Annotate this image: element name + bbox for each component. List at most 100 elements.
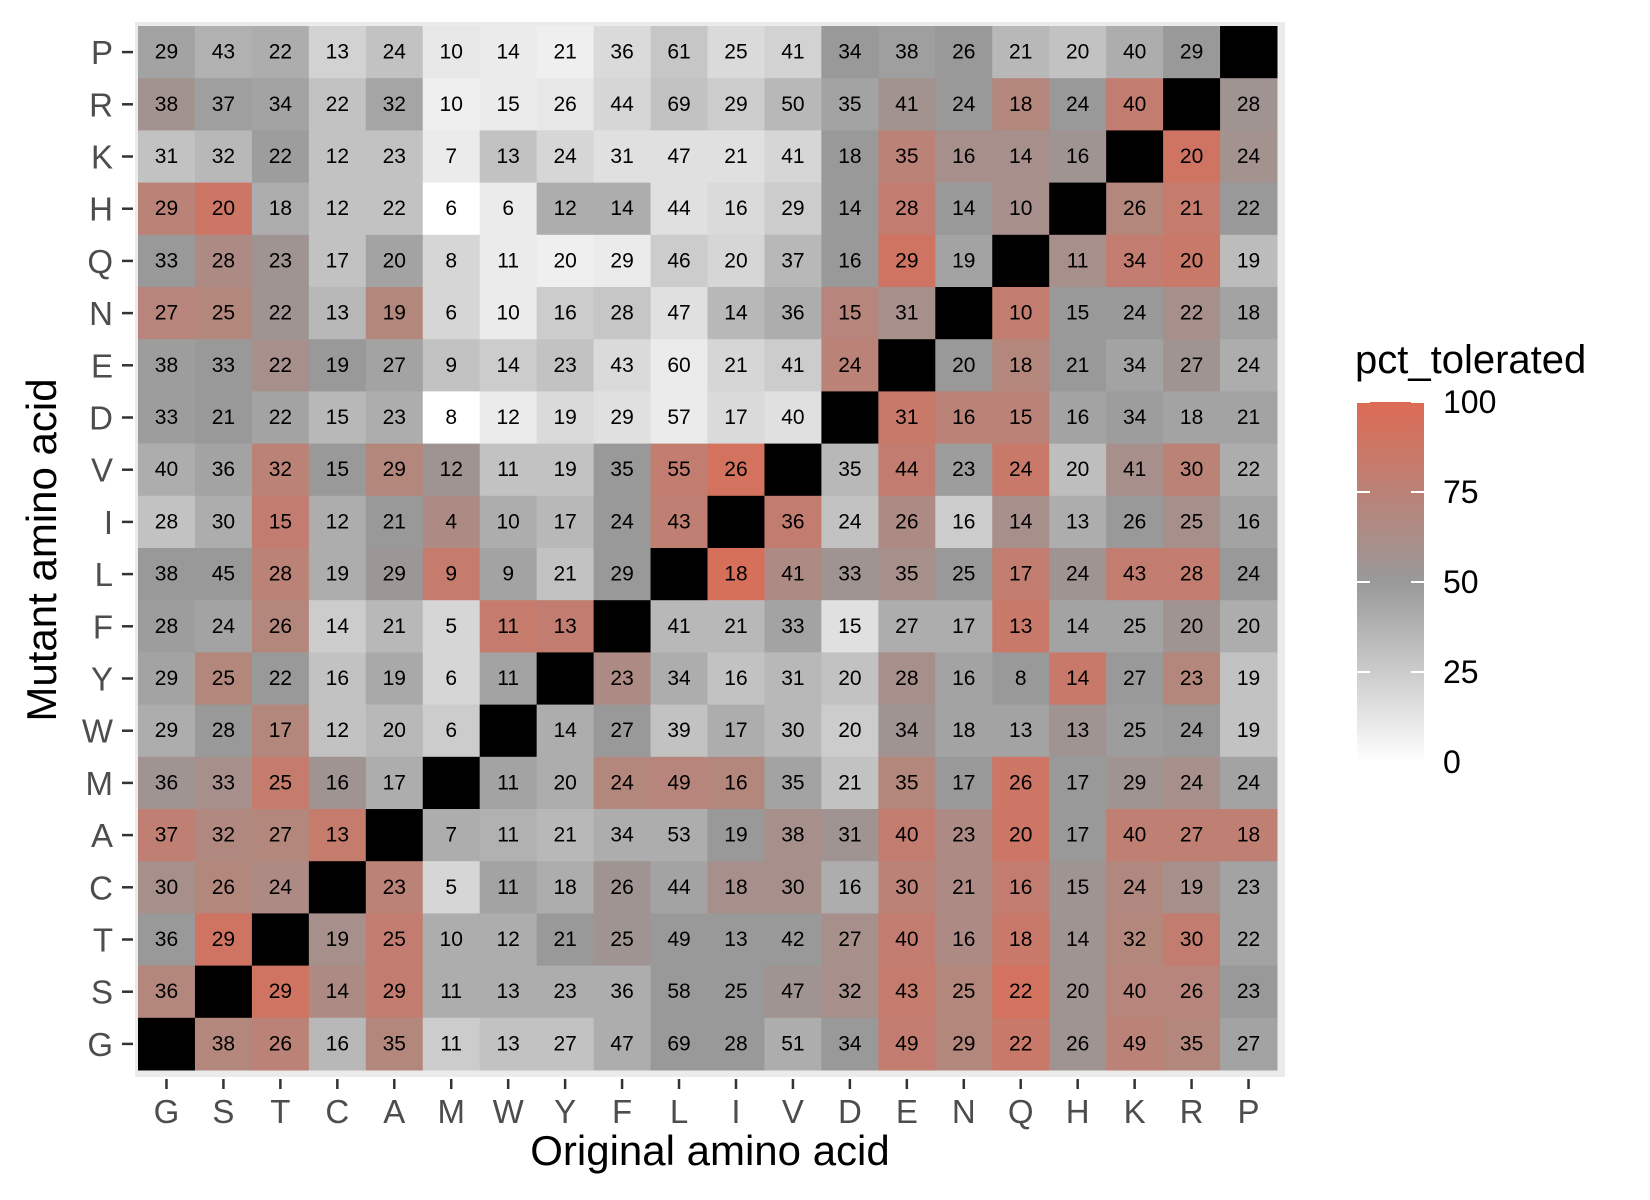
cell-value-label: 49	[1123, 1032, 1146, 1055]
heatmap-cell-W-R	[479, 78, 538, 131]
heatmap-cell-F-K	[593, 130, 652, 184]
heatmap-cell-A-C	[365, 861, 424, 914]
cell-value-label: 35	[838, 458, 861, 481]
heatmap-cell-K-N	[1106, 287, 1164, 340]
cell-value-label: 26	[952, 41, 975, 64]
heatmap-cell-M-R	[422, 78, 481, 131]
y-tick-label: M	[86, 765, 114, 802]
heatmap-cell-W-D	[479, 391, 538, 445]
cell-value-label: 21	[383, 510, 406, 533]
cell-value-label: 23	[553, 354, 576, 377]
heatmap-cell-H-R	[1049, 78, 1107, 131]
cell-value-label: 10	[440, 928, 463, 951]
cell-value-label: 19	[383, 302, 406, 325]
heatmap-cell-T-D	[251, 391, 310, 445]
cell-value-label: 13	[553, 615, 576, 638]
cell-value-label: 12	[440, 458, 463, 481]
cell-value-label: 25	[724, 980, 747, 1003]
heatmap-cell-P-G	[1220, 1017, 1278, 1071]
heatmap-cell-R-N	[1163, 287, 1221, 340]
cell-value-label: 38	[212, 1032, 235, 1055]
heatmap-cell-D-Y	[821, 652, 879, 706]
heatmap-cell-D-W	[821, 704, 879, 758]
heatmap-cell-K-V	[1106, 443, 1164, 497]
heatmap-cell-H-G	[1049, 1017, 1107, 1071]
heatmap-cell-T-G	[251, 1017, 310, 1071]
heatmap-cell-L-H	[650, 182, 708, 236]
heatmap-cell-A-A	[365, 809, 424, 862]
cell-value-label: 17	[1009, 563, 1032, 586]
cell-value-label: 47	[781, 980, 804, 1003]
heatmap-cell-S-I	[194, 495, 253, 549]
heatmap-cell-E-S	[878, 965, 936, 1019]
cell-value-label: 5	[445, 615, 457, 638]
heatmap-cell-N-D	[935, 391, 993, 445]
cell-value-label: 20	[1066, 458, 1089, 481]
heatmap-cell-N-R	[935, 78, 993, 131]
heatmap-cell-G-N	[138, 287, 196, 340]
heatmap-cell-I-R	[707, 78, 765, 131]
cell-value-label: 23	[383, 876, 406, 899]
heatmap-cell-E-N	[878, 287, 936, 340]
cell-value-label: 16	[952, 406, 975, 429]
cell-value-label: 26	[610, 876, 633, 899]
heatmap-cell-T-V	[251, 443, 310, 497]
heatmap-cell-K-I	[1106, 495, 1164, 549]
heatmap-cell-F-T	[593, 913, 652, 967]
cell-value-label: 14	[838, 197, 862, 220]
cell-value-label: 14	[1009, 510, 1033, 533]
heatmap-cell-H-V	[1049, 443, 1107, 497]
heatmap-cell-G-C	[138, 861, 196, 914]
heatmap-cell-C-N	[308, 287, 367, 340]
cell-value-label: 41	[781, 41, 804, 64]
heatmap-cell-M-Y	[422, 652, 481, 706]
cell-value-label: 6	[445, 667, 457, 690]
cell-value-label: 16	[1237, 510, 1260, 533]
heatmap-cell-C-R	[308, 78, 367, 131]
heatmap-cell-M-A	[422, 809, 481, 862]
cell-value-label: 21	[383, 615, 406, 638]
y-tick-label: A	[91, 817, 113, 854]
heatmap-cell-S-G	[194, 1017, 253, 1071]
heatmap-cell-M-D	[422, 391, 481, 445]
cell-value-label: 23	[610, 667, 633, 690]
cell-value-label: 25	[1123, 615, 1146, 638]
cell-value-label: 35	[610, 458, 633, 481]
heatmap-cell-H-L	[1049, 548, 1107, 601]
heatmap-cell-E-R	[878, 78, 936, 131]
cell-value-label: 14	[1066, 667, 1090, 690]
cell-value-label: 25	[269, 771, 292, 794]
cell-value-label: 22	[1237, 197, 1260, 220]
heatmap-cell-M-K	[422, 130, 481, 184]
heatmap-cell-F-G	[593, 1017, 652, 1071]
heatmap-cell-M-T	[422, 913, 481, 967]
heatmap-cell-F-M	[593, 756, 652, 810]
cell-value-label: 24	[1066, 563, 1090, 586]
heatmap-cell-T-L	[251, 548, 310, 601]
x-tick-label: M	[437, 1093, 465, 1130]
heatmap-cell-R-Q	[1163, 234, 1221, 288]
heatmap-cell-L-K	[650, 130, 708, 184]
cell-value-label: 15	[326, 406, 349, 429]
cell-value-label: 9	[445, 354, 457, 377]
cell-value-label: 7	[445, 145, 457, 168]
x-tick-label: Y	[554, 1093, 576, 1130]
heatmap-cell-I-S	[707, 965, 765, 1019]
heatmap-cell-W-L	[479, 548, 538, 601]
heatmap-cell-V-W	[764, 704, 822, 758]
heatmap-cell-C-V	[308, 443, 367, 497]
heatmap-cell-S-P	[194, 26, 253, 79]
heatmap-cell-F-D	[593, 391, 652, 445]
heatmap-cell-N-F	[935, 600, 993, 653]
cell-value-label: 25	[952, 563, 975, 586]
cell-value-label: 38	[895, 41, 918, 64]
heatmap-cell-V-A	[764, 809, 822, 862]
heatmap-cell-R-F	[1163, 600, 1221, 653]
cell-value-label: 21	[553, 824, 576, 847]
heatmap-cell-A-G	[365, 1017, 424, 1071]
cell-value-label: 13	[1066, 510, 1089, 533]
cell-value-label: 26	[553, 93, 576, 116]
heatmap-cell-M-S	[422, 965, 481, 1019]
